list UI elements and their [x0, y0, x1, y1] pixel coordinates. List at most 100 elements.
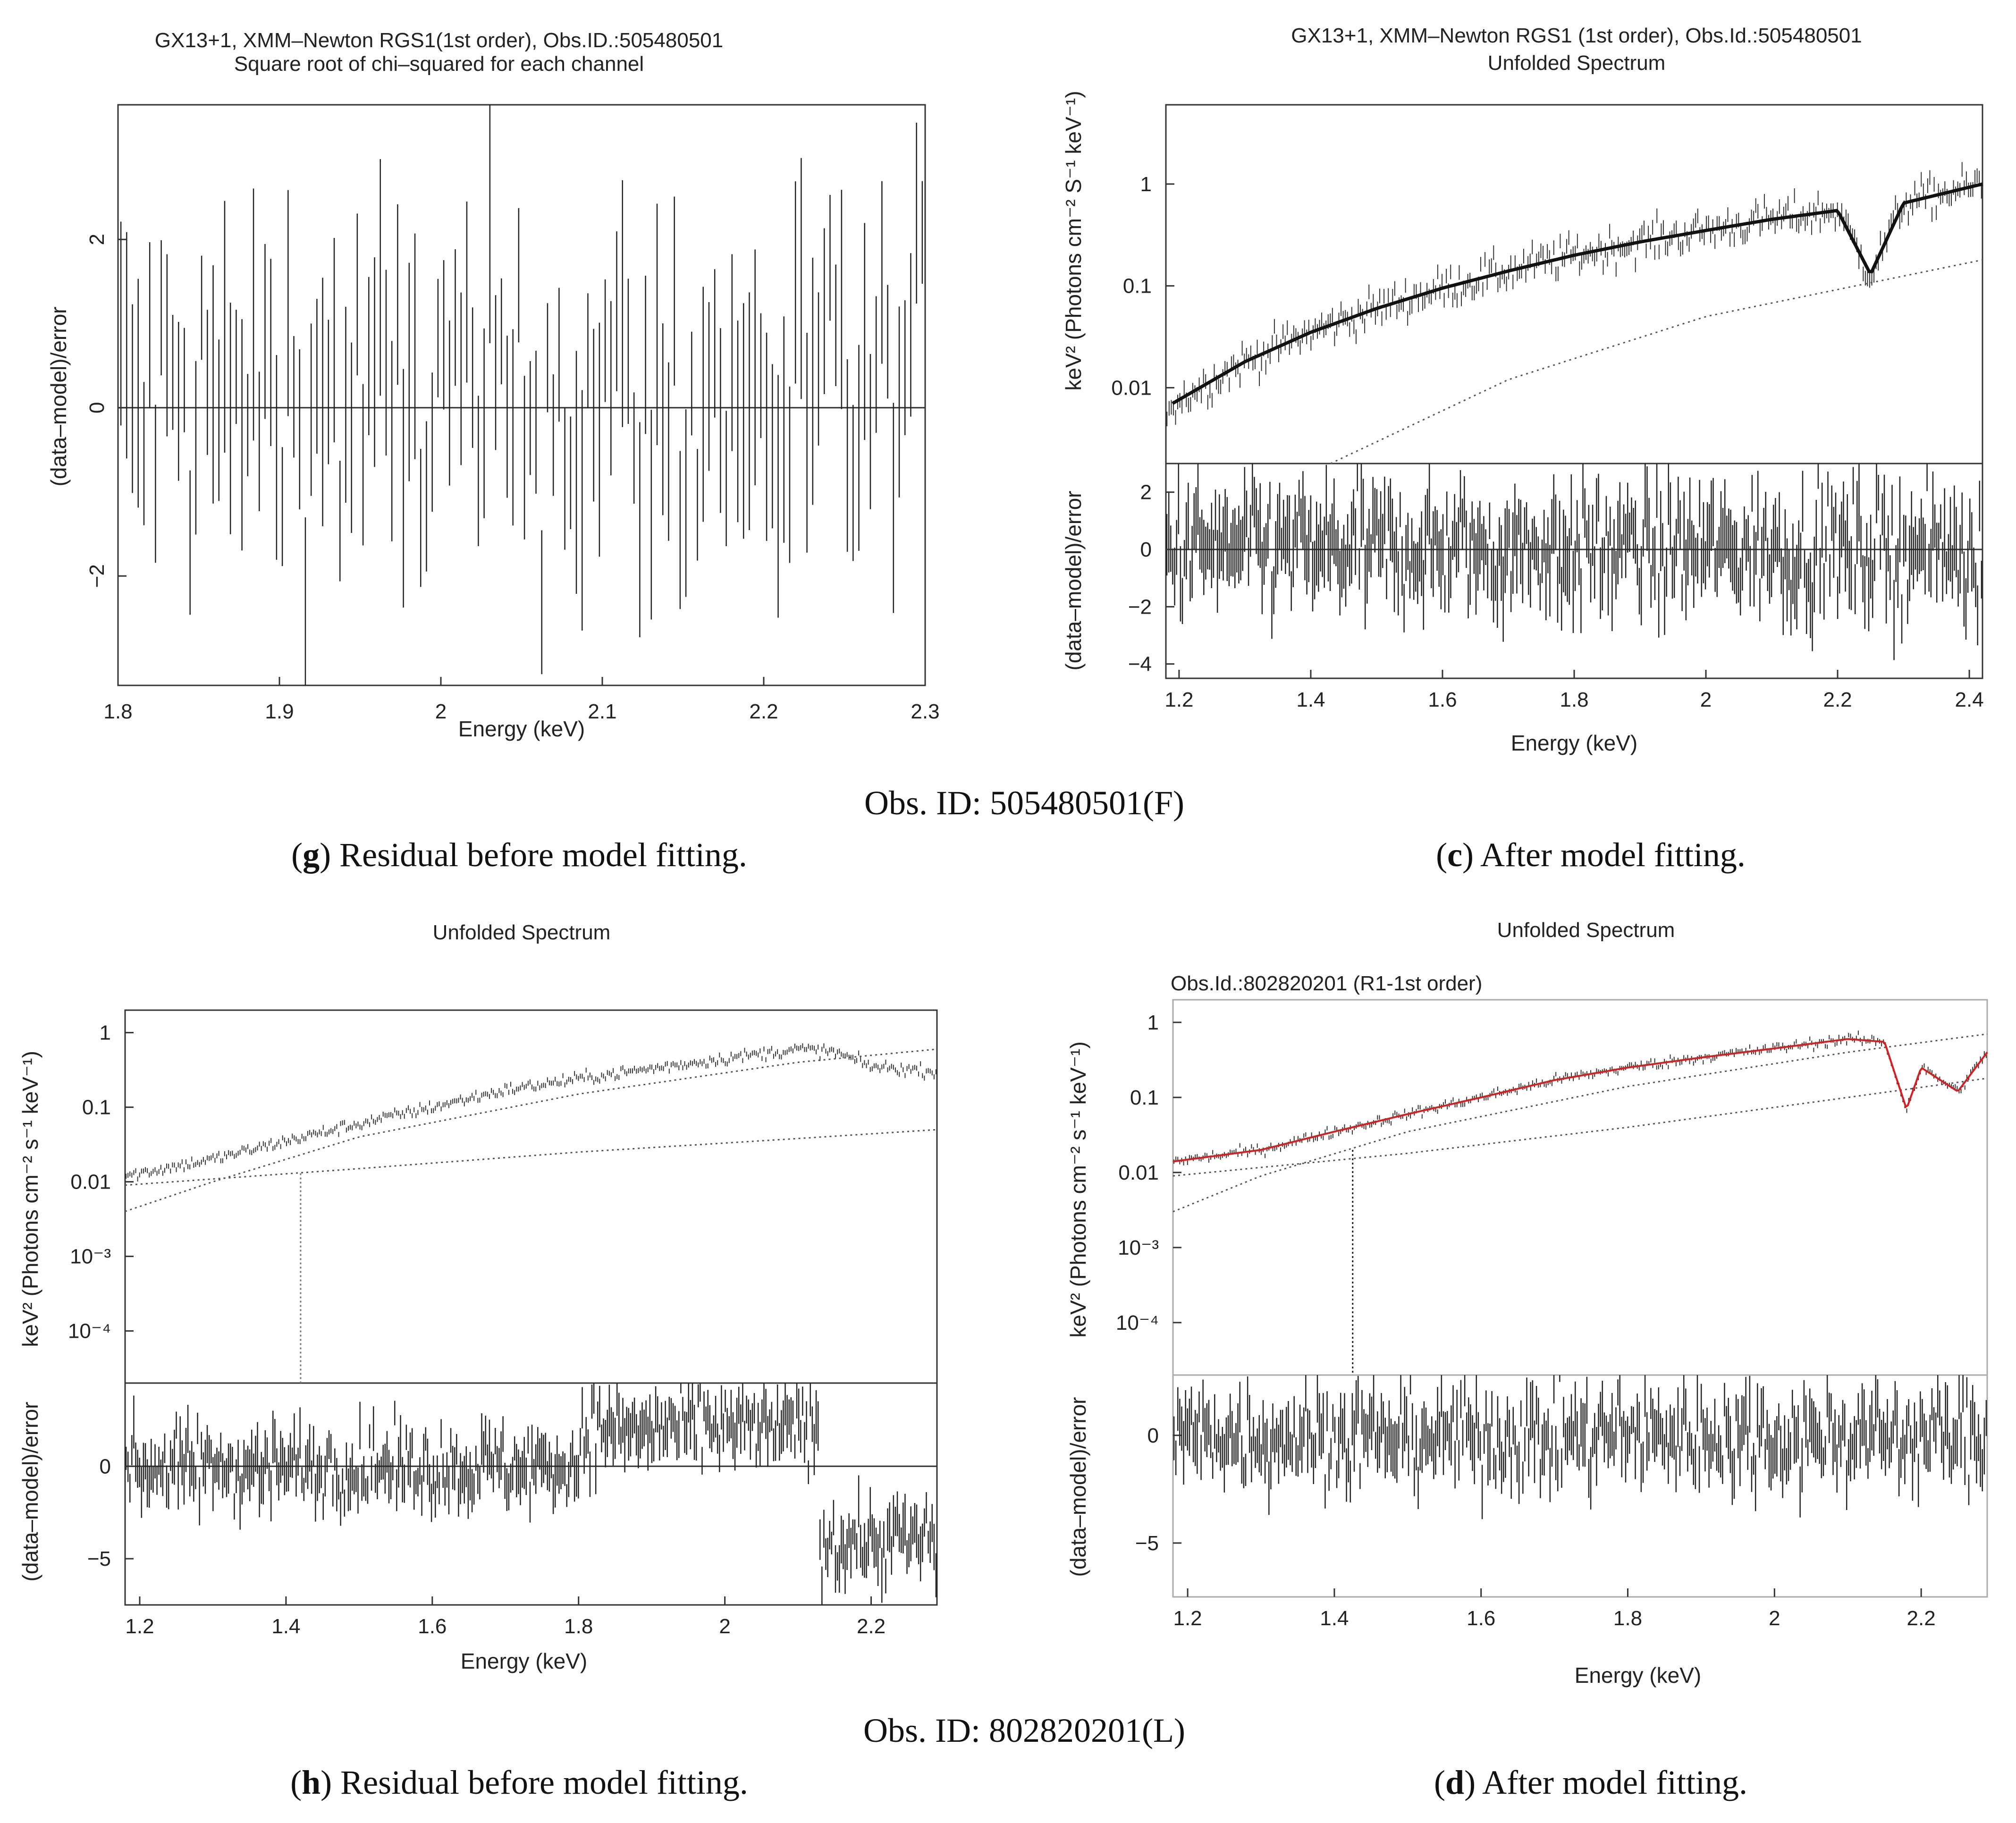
panel-g-frame: [117, 104, 926, 686]
panel-h-xtick-label: 1.2: [125, 1615, 154, 1638]
panel-d-xtick-label: 1.4: [1320, 1607, 1349, 1630]
panel-d-xlabel: Energy (keV): [1575, 1663, 1701, 1688]
panel-d-ylabel-bottom: (data–model)/error: [1066, 1397, 1090, 1577]
panel-d-bottom-ytick-label: 0: [1147, 1424, 1159, 1447]
panel-h-xtick-label: 1.6: [418, 1615, 447, 1638]
panel-h-xlabel: Energy (keV): [461, 1649, 587, 1673]
panel-c-continuum-line: [1330, 259, 1983, 464]
panel-h-bottom-frame: [124, 1382, 938, 1606]
caption-h-text: ) Residual before model fitting.: [321, 1764, 748, 1801]
panel-c-xtick-label: 1.8: [1560, 688, 1588, 711]
panel-d-xtick-label: 1.6: [1467, 1607, 1495, 1630]
panel-c-ylabel-top: keV² (Photons cm⁻² S⁻¹ keV⁻¹): [1061, 91, 1086, 390]
caption-d: (d) After model fitting.: [1434, 1764, 1747, 1801]
panel-c-bottom-ytick-label: −2: [1128, 595, 1152, 618]
panel-h-top-ytick-label: 10⁻⁴: [68, 1320, 111, 1343]
panel-c-xtick-label: 1.2: [1164, 688, 1193, 711]
panel-c-ylabel-bottom: (data–model)/error: [1061, 491, 1086, 671]
caption-obs-F: Obs. ID: 505480501(F): [864, 784, 1184, 822]
caption-obs-L: Obs. ID: 802820201(L): [863, 1712, 1185, 1749]
panel-g-xtick-label: 1.8: [103, 700, 132, 723]
panel-h-xtick-label: 1.4: [271, 1615, 300, 1638]
panel-d-xtick-label: 1.2: [1173, 1607, 1202, 1630]
panel-d-ylabel-top: keV² (Photons cm⁻² s⁻¹ keV⁻¹): [1066, 1041, 1090, 1338]
caption-h: (h) Residual before model fitting.: [290, 1764, 748, 1801]
panel-c-xtick-label: 2.4: [1955, 688, 1984, 711]
panel-d-model-line: [1172, 1038, 1988, 1163]
panel-h-top-ytick-label: 0.01: [70, 1171, 111, 1194]
panel-c: GX13+1, XMM–Newton RGS1 (1st order), Obs…: [1061, 24, 1984, 755]
panel-c-top-ytick-label: 0.1: [1123, 275, 1152, 298]
panel-c-bottom-ytick-label: 0: [1140, 538, 1152, 561]
panel-c-subtitle: Unfolded Spectrum: [1488, 51, 1666, 75]
caption-g: (g) Residual before model fitting.: [291, 836, 747, 874]
panel-g-xlabel: Energy (keV): [458, 717, 585, 741]
panel-d-top-ytick-label: 0.1: [1130, 1086, 1159, 1109]
panel-c-xtick-label: 1.4: [1296, 688, 1325, 711]
panel-c-xtick-label: 1.6: [1428, 688, 1457, 711]
panel-c-bottom-ytick-label: −4: [1128, 653, 1152, 676]
panel-g-xtick-label: 1.9: [265, 700, 294, 723]
panel-c-top-frame: [1165, 104, 1983, 464]
panel-g-ylabel: (data–model)/error: [46, 307, 71, 487]
panel-c-xtick-label: 2: [1700, 688, 1712, 711]
panel-c-model-line: [1172, 182, 1983, 405]
panel-h-ylabel-bottom: (data–model)/error: [18, 1402, 42, 1582]
panel-d-bottom-frame: [1172, 1374, 1988, 1598]
panel-g-subtitle: Square root of chi–squared for each chan…: [234, 52, 644, 76]
panel-h-xtick-label: 2: [719, 1615, 730, 1638]
panel-d-xtick-label: 2.2: [1907, 1607, 1936, 1630]
panel-h-top-ytick-label: 0.1: [82, 1096, 111, 1119]
panel-g-title: GX13+1, XMM–Newton RGS1(1st order), Obs.…: [155, 29, 723, 52]
panel-g-ytick-label: 2: [85, 234, 109, 245]
panel-g-plot: [118, 105, 925, 685]
panel-d-subtitle: Obs.Id.:802820201 (R1-1st order): [1171, 972, 1482, 995]
caption-c-letter: c: [1447, 836, 1463, 874]
panel-g-xtick-label: 2.1: [588, 700, 616, 723]
panel-c-top-ytick-label: 0.01: [1111, 376, 1152, 399]
panel-h-top-frame: [124, 1009, 938, 1384]
panel-c-top-ytick-label: 1: [1140, 173, 1152, 196]
panel-c-bottom-ytick-label: 2: [1140, 481, 1152, 504]
panel-h-ylabel-top: keV² (Photons cm⁻² s⁻¹ keV⁻¹): [18, 1051, 42, 1347]
panel-h-xtick-label: 1.8: [564, 1615, 593, 1638]
panel-d-component-line: [1172, 1033, 1988, 1213]
panel-g-ytick-label: −2: [85, 564, 109, 588]
panel-h-title: Unfolded Spectrum: [433, 921, 611, 944]
panel-c-plot: [1166, 162, 1983, 660]
panel-d-bottom-ytick-label: −5: [1135, 1532, 1159, 1555]
panel-d-component-line: [1172, 1077, 1988, 1177]
panel-c-xlabel: Energy (keV): [1511, 731, 1637, 755]
panel-d-plot: [1172, 1030, 1988, 1519]
panel-c-bottom-frame: [1165, 463, 1983, 679]
panel-g: GX13+1, XMM–Newton RGS1(1st order), Obs.…: [46, 29, 940, 741]
caption-g-letter: g: [303, 836, 320, 874]
panel-h-component-line: [125, 1129, 937, 1186]
caption-d-text: ) After model fitting.: [1464, 1764, 1747, 1801]
panel-g-xtick-label: 2.2: [749, 700, 778, 723]
panel-h: Unfolded Spectrum 1.2 1.4 1.6 1.8 2 2.210⁻⁴10…: [18, 921, 938, 1673]
panel-h-top-ytick-label: 10⁻³: [70, 1245, 111, 1268]
panel-g-xtick-label: 2.3: [911, 700, 939, 723]
panel-d-top-ytick-label: 10⁻⁴: [1116, 1311, 1159, 1334]
caption-d-letter: d: [1445, 1764, 1465, 1801]
panel-h-xtick-label: 2.2: [857, 1615, 886, 1638]
panel-d-top-ytick-label: 1: [1147, 1011, 1159, 1034]
caption-h-letter: h: [302, 1764, 321, 1801]
panel-d-top-ytick-label: 0.01: [1118, 1161, 1159, 1184]
panel-h-top-ytick-label: 1: [100, 1021, 111, 1045]
panel-h-component-line: [125, 1048, 937, 1212]
panel-d-top-ytick-label: 10⁻³: [1118, 1236, 1159, 1259]
panel-d: Unfolded Spectrum Obs.Id.:802820201 (R1-…: [1066, 919, 1988, 1688]
caption-c-text: ) After model fitting.: [1462, 836, 1746, 874]
panel-c-xtick-label: 2.2: [1823, 688, 1852, 711]
panel-d-top-frame: [1172, 999, 1988, 1376]
caption-g-text: ) Residual before model fitting.: [320, 836, 747, 874]
panel-h-plot: [125, 1043, 937, 1605]
panel-d-title: Unfolded Spectrum: [1497, 919, 1675, 942]
caption-c: (c) After model fitting.: [1436, 836, 1746, 874]
panel-d-xtick-label: 1.8: [1613, 1607, 1642, 1630]
panel-g-xtick-label: 2: [435, 700, 447, 723]
panel-g-ytick-label: 0: [85, 402, 109, 413]
